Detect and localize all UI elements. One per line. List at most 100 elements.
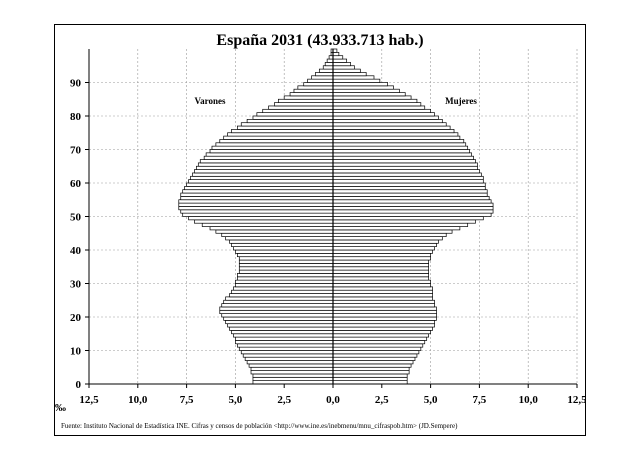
- bar-varones: [237, 273, 334, 278]
- bar-mujeres: [332, 289, 433, 294]
- bar-mujeres: [332, 239, 439, 244]
- bar-varones: [248, 363, 334, 368]
- bar-mujeres: [332, 326, 433, 331]
- bar-mujeres: [332, 192, 488, 197]
- bar-varones: [201, 222, 334, 227]
- bar-varones: [289, 92, 334, 97]
- axes: [85, 49, 578, 388]
- bar-mujeres: [332, 82, 389, 87]
- bar-varones: [178, 199, 334, 204]
- bar-mujeres: [332, 55, 344, 60]
- bar-varones: [246, 360, 334, 365]
- source-note: Fuente: Instituto Nacional de Estadístic…: [61, 422, 458, 430]
- bar-varones: [311, 75, 334, 80]
- x-tick-label: 2,5: [277, 394, 291, 406]
- bar-mujeres: [332, 226, 461, 231]
- bar-varones: [274, 102, 334, 107]
- bar-mujeres: [332, 309, 437, 314]
- bar-mujeres: [332, 72, 367, 77]
- bar-mujeres: [332, 122, 447, 127]
- bar-varones: [227, 132, 334, 137]
- bar-mujeres: [332, 229, 453, 234]
- bar-varones: [196, 165, 334, 170]
- bar-varones: [242, 353, 334, 358]
- bar-mujeres: [332, 360, 414, 365]
- bar-varones: [190, 175, 334, 181]
- bar-mujeres: [332, 333, 429, 338]
- bar-mujeres: [332, 283, 431, 288]
- y-tick-label: 0: [76, 379, 82, 391]
- bar-mujeres: [332, 169, 480, 174]
- bar-varones: [178, 206, 334, 211]
- bar-mujeres: [332, 340, 426, 345]
- bar-varones: [303, 82, 334, 87]
- bar-varones: [194, 169, 334, 174]
- bar-mujeres: [332, 343, 424, 348]
- bar-mujeres: [332, 232, 447, 237]
- bar-mujeres: [332, 129, 455, 134]
- bar-varones: [225, 320, 334, 325]
- bar-mujeres: [332, 58, 348, 63]
- tick-labels: 12,5 10,0 7,5 5,0 2,5 0,0 2,5 5,0 7,5 10,0 12,5 0 10…: [70, 78, 585, 407]
- bar-mujeres: [332, 145, 469, 150]
- bar-varones: [197, 162, 334, 167]
- bar-varones: [238, 256, 334, 261]
- bar-varones: [237, 125, 334, 130]
- bar-varones: [231, 242, 334, 248]
- bar-varones: [235, 249, 334, 254]
- bar-varones: [209, 226, 334, 231]
- bar-varones: [238, 259, 334, 264]
- bar-varones: [221, 303, 334, 308]
- bar-varones: [229, 326, 334, 331]
- bar-varones: [219, 139, 334, 144]
- bar-mujeres: [332, 118, 443, 124]
- bar-mujeres: [332, 179, 484, 184]
- bar-varones: [223, 299, 334, 304]
- bar-mujeres: [332, 353, 418, 358]
- bar-mujeres: [332, 62, 351, 67]
- y-tick-label: 30: [70, 279, 82, 291]
- bar-mujeres: [332, 216, 484, 221]
- bar-mujeres: [332, 299, 435, 304]
- x-tick-label: 0,0: [326, 394, 340, 406]
- bar-varones: [237, 276, 334, 281]
- bar-mujeres: [332, 373, 408, 378]
- bar-varones: [252, 373, 334, 378]
- bar-varones: [240, 350, 334, 355]
- bar-mujeres: [332, 209, 494, 214]
- bar-varones: [221, 313, 334, 318]
- bar-varones: [326, 58, 334, 63]
- bar-mujeres: [332, 132, 459, 137]
- bar-varones: [324, 62, 334, 67]
- bar-mujeres: [332, 75, 375, 80]
- bar-mujeres: [332, 142, 467, 147]
- bar-varones: [244, 356, 334, 361]
- bar-varones: [250, 370, 334, 375]
- unit-label: ‰: [55, 402, 66, 414]
- bar-mujeres: [332, 95, 412, 100]
- bar-varones: [180, 209, 334, 214]
- bar-varones: [293, 88, 334, 93]
- bar-mujeres: [332, 159, 476, 164]
- bar-varones: [180, 192, 334, 197]
- bar-varones: [237, 253, 334, 258]
- bar-mujeres: [332, 212, 492, 217]
- bar-mujeres: [332, 102, 422, 107]
- bar-varones: [238, 269, 334, 274]
- bar-mujeres: [332, 222, 469, 227]
- bar-mujeres: [332, 273, 429, 278]
- bar-mujeres: [332, 366, 410, 371]
- bar-varones: [315, 72, 334, 77]
- bar-mujeres: [332, 115, 439, 120]
- bar-varones: [215, 229, 334, 234]
- bar-mujeres: [332, 152, 472, 157]
- x-tick-label: 10,0: [128, 394, 148, 406]
- bar-mujeres: [332, 316, 437, 321]
- bar-varones: [307, 78, 334, 83]
- bar-varones: [277, 98, 334, 103]
- bar-varones: [297, 85, 334, 90]
- bar-varones: [199, 159, 334, 164]
- x-tick-label: 7,5: [473, 394, 487, 406]
- bar-mujeres: [332, 189, 488, 194]
- bar-varones: [233, 286, 334, 291]
